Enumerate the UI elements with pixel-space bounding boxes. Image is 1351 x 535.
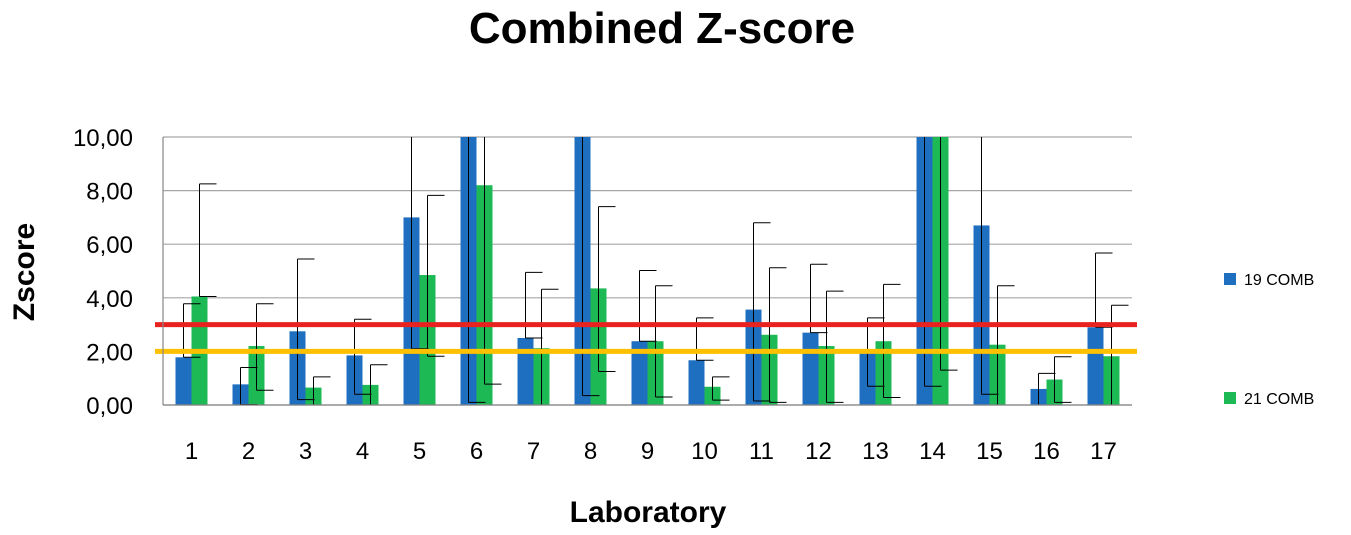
x-tick-label: 8 [584, 438, 597, 465]
legend: 19 COMB 21 COMB [1224, 272, 1314, 408]
y-tick-label: 4,00 [86, 286, 133, 313]
x-tick-label: 9 [641, 438, 654, 465]
x-tick-label: 17 [1090, 438, 1117, 465]
x-tick-label: 11 [749, 438, 774, 465]
bars [175, 137, 1120, 405]
legend-label: 19 COMB [1244, 272, 1314, 289]
x-tick-label: 12 [805, 438, 832, 465]
x-tick-label: 3 [299, 438, 312, 465]
legend-label: 21 COMB [1244, 391, 1314, 408]
x-tick-label: 6 [470, 438, 483, 465]
x-tick-label: 7 [527, 438, 540, 465]
y-tick-label: 10,00 [73, 125, 133, 152]
axes [162, 137, 1132, 406]
x-tick-label: 4 [356, 438, 369, 465]
x-tick-label: 5 [413, 438, 426, 465]
x-tick-label: 2 [242, 438, 255, 465]
bar-series-19-comb [517, 338, 534, 405]
y-tick-label: 8,00 [86, 179, 133, 206]
error-bars [183, 137, 1129, 405]
legend-swatch [1224, 273, 1236, 285]
chart-title: Combined Z-score [469, 4, 855, 53]
y-axis-ticks: 0,00 2,00 4,00 6,00 8,00 10,00 [73, 125, 133, 420]
y-tick-label: 2,00 [86, 339, 133, 366]
x-axis-ticks: 1 2 3 4 5 6 7 8 9 10 11 12 13 14 15 16 17 [185, 438, 1117, 465]
bar-series-19-comb [631, 341, 648, 405]
x-tick-label: 13 [862, 438, 889, 465]
legend-swatch [1224, 392, 1236, 404]
bar-series-19-comb [1087, 327, 1104, 405]
bar-series-19-comb [802, 332, 819, 405]
x-axis-title: Laboratory [570, 496, 727, 529]
bar-series-19-comb [175, 357, 192, 405]
reference-lines [155, 322, 1137, 354]
bar-series-19-comb [688, 360, 705, 405]
y-tick-label: 6,00 [86, 232, 133, 259]
x-tick-label: 14 [919, 438, 946, 465]
y-axis-title: Zscore [8, 223, 41, 321]
x-tick-label: 1 [185, 438, 198, 465]
x-tick-label: 16 [1033, 438, 1060, 465]
y-tick-label: 0,00 [86, 393, 133, 420]
x-tick-label: 15 [976, 438, 1003, 465]
x-tick-label: 10 [691, 438, 718, 465]
